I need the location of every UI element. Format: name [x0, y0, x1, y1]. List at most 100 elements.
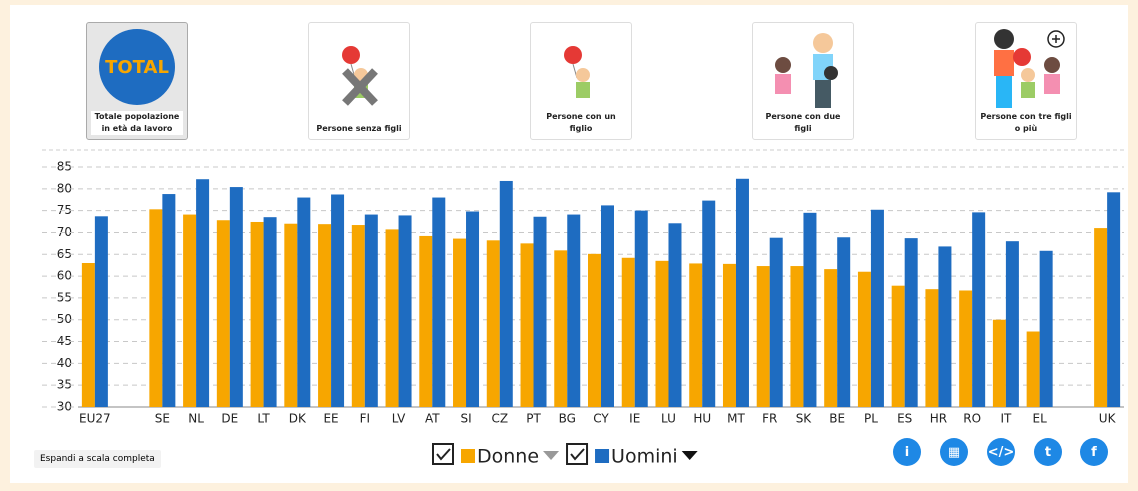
filter-card[interactable]: Persone senza figli [308, 22, 410, 140]
legend-item[interactable]: Donne [433, 444, 559, 468]
card-label: Persone senza figli [313, 123, 405, 135]
x-tick-label: IT [1000, 412, 1012, 426]
bar [466, 212, 479, 407]
bar [972, 212, 985, 407]
x-tick-label: NL [188, 412, 204, 426]
bar [318, 224, 331, 407]
bar [1094, 228, 1107, 407]
x-tick-label: DE [221, 412, 238, 426]
x-tick-label: SE [155, 412, 170, 426]
bar [487, 240, 500, 407]
bar [588, 254, 601, 407]
bar [689, 263, 702, 407]
bar [790, 266, 803, 407]
x-tick-label: BE [829, 412, 845, 426]
bar [938, 246, 951, 407]
bar [601, 205, 614, 407]
x-tick-label: MT [727, 412, 745, 426]
x-tick-label: DK [289, 412, 307, 426]
bar [892, 286, 905, 407]
bar [702, 201, 715, 407]
bar [993, 320, 1006, 407]
info-icon[interactable]: i [893, 438, 921, 466]
bar [149, 209, 162, 407]
bar [1006, 241, 1019, 407]
bar [655, 261, 668, 407]
x-tick-label: IE [629, 412, 640, 426]
legend-item[interactable]: Uomini [567, 444, 698, 468]
expand-button[interactable]: Espandi a scala completa [34, 450, 161, 468]
x-tick-label: LT [257, 412, 270, 426]
card-label: Totale popolazione in età da lavoro [91, 111, 183, 135]
bar [770, 238, 783, 407]
x-tick-label: ES [897, 412, 912, 426]
bar [736, 179, 749, 407]
x-tick-label: HR [930, 412, 947, 426]
card-label: Persone con un figlio [535, 111, 627, 135]
filter-card[interactable]: Persone con due figli [752, 22, 854, 140]
x-tick-label: EU27 [79, 412, 111, 426]
bar [82, 263, 95, 407]
bar [230, 187, 243, 407]
bar [1107, 192, 1120, 407]
table-icon[interactable]: ▦ [940, 438, 968, 466]
bar [284, 224, 297, 407]
icon [531, 23, 631, 113]
page: 303540455055606570758085EU27SENLDELTDKEE… [0, 0, 1138, 491]
x-tick-label: FR [762, 412, 777, 426]
icon [753, 23, 853, 113]
bar [331, 194, 344, 407]
legend-swatch [595, 449, 609, 463]
icon [976, 23, 1076, 113]
bar [386, 229, 399, 407]
bar [162, 194, 175, 407]
x-tick-label: EE [323, 412, 338, 426]
embed-icon[interactable]: </> [987, 438, 1015, 466]
bar [635, 211, 648, 407]
bar [432, 198, 445, 407]
bar [196, 179, 209, 407]
x-tick-label: BG [559, 412, 576, 426]
filter-card[interactable]: TOTAL Totale popolazione in età da lavor… [86, 22, 188, 140]
bar [453, 239, 466, 407]
legend-label: Uomini [611, 446, 678, 468]
legend-swatch [461, 449, 475, 463]
twitter-icon[interactable]: t [1034, 438, 1062, 466]
icon [309, 23, 409, 113]
legend-label: Donne [477, 446, 539, 468]
bar [858, 272, 871, 407]
bar [365, 215, 378, 407]
bar [352, 225, 365, 407]
bar [500, 181, 513, 407]
bar [264, 217, 277, 407]
x-tick-label: CY [593, 412, 609, 426]
bar [297, 198, 310, 407]
x-tick-label: EL [1033, 412, 1048, 426]
filter-card[interactable]: Persone con tre figli o più [975, 22, 1077, 140]
facebook-icon[interactable]: f [1080, 438, 1108, 466]
x-tick-label: PL [864, 412, 878, 426]
bar [251, 222, 264, 407]
bar [871, 210, 884, 407]
bar [723, 264, 736, 407]
bar [622, 258, 635, 407]
filter-card[interactable]: Persone con un figlio [530, 22, 632, 140]
x-tick-label: CZ [491, 412, 508, 426]
x-tick-label: UK [1099, 412, 1117, 426]
bar [668, 223, 681, 407]
bar [1027, 332, 1040, 407]
bar [554, 250, 567, 407]
legend-arrow [543, 451, 559, 460]
bar [419, 236, 432, 407]
bar [567, 215, 580, 407]
bar [95, 216, 108, 407]
x-tick-label: PT [526, 412, 541, 426]
x-tick-label: SK [796, 412, 813, 426]
card-label: Persone con due figli [757, 111, 849, 135]
legend-arrow [682, 451, 698, 460]
card-label: Persone con tre figli o più [980, 111, 1072, 135]
y-tick-label: 65 [57, 247, 72, 261]
legend-checkbox [433, 444, 453, 464]
bar [217, 220, 230, 407]
legend-checkbox [567, 444, 587, 464]
